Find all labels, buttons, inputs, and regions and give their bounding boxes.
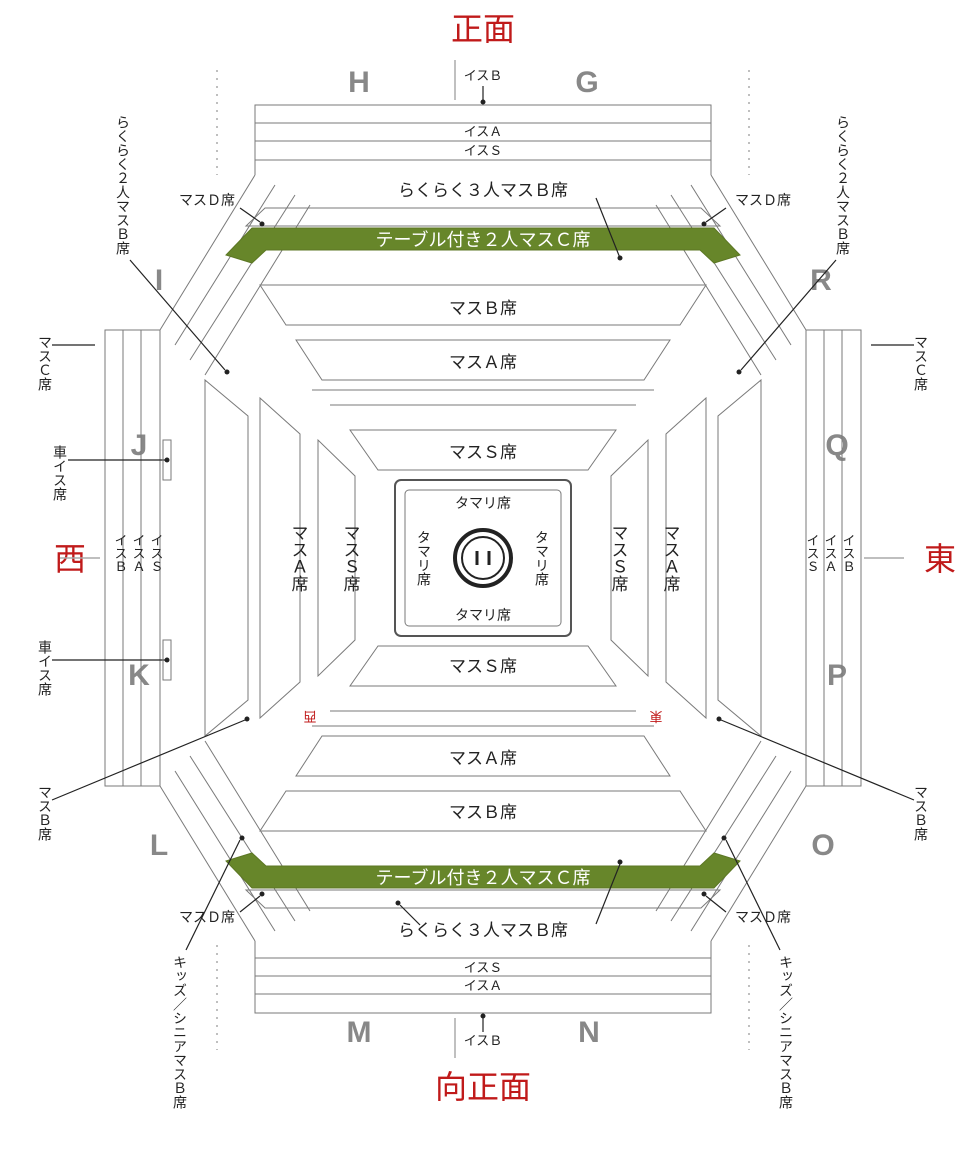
masu-b-south: マスＢ席 bbox=[449, 803, 517, 822]
masu-c-left: マスＣ席 bbox=[37, 335, 53, 391]
section-G: G bbox=[575, 66, 600, 99]
chair-rows-south: イスＳ イスＡ イスＢ bbox=[255, 958, 711, 1058]
section-H: H bbox=[348, 66, 372, 99]
side-south: 向正面 bbox=[435, 1069, 531, 1105]
masu-a-south: マスＡ席 bbox=[449, 749, 517, 768]
masu-s-south: マスＳ席 bbox=[449, 657, 517, 676]
section-N: N bbox=[578, 1016, 602, 1049]
tamari-west: タマリ席 bbox=[416, 530, 432, 586]
chair-rows-north: イスＢ イスＡ イスＳ bbox=[255, 60, 711, 160]
kids-senior-right: キッズ／シニアマスＢ席 bbox=[778, 955, 794, 1109]
masu-b-right-callout: マスＢ席 bbox=[913, 785, 929, 841]
masu-c-right: マスＣ席 bbox=[913, 335, 929, 391]
masu-s-north: マスＳ席 bbox=[449, 443, 517, 462]
tamari-north: タマリ席 bbox=[455, 495, 511, 511]
flag-east: 東 bbox=[649, 709, 662, 724]
masu-s-east: マスＳ席 bbox=[609, 524, 629, 592]
section-K: K bbox=[128, 659, 152, 692]
side-west: 西 bbox=[54, 541, 86, 577]
section-O: O bbox=[811, 829, 836, 862]
table-c-south-label: テーブル付き２人マスＣ席 bbox=[376, 867, 591, 888]
masu-d-nw: マスＤ席 bbox=[179, 192, 235, 208]
tamari-square: タマリ席 タマリ席 タマリ席 タマリ席 bbox=[395, 480, 571, 636]
section-I: I bbox=[155, 264, 165, 297]
tamari-south: タマリ席 bbox=[455, 607, 511, 623]
isu-a-east: イスＡ bbox=[823, 534, 838, 573]
isu-s-south: イスＳ bbox=[464, 960, 503, 975]
side-east: 東 bbox=[924, 541, 956, 577]
dohyo-ring-icon bbox=[455, 530, 511, 586]
masu-d-se: マスＤ席 bbox=[735, 909, 791, 925]
isu-s-east: イスＳ bbox=[805, 534, 820, 573]
wheelchair-left-lower: 車イス席 bbox=[37, 639, 53, 696]
section-R: R bbox=[810, 264, 834, 297]
rakuraku3b-north: らくらく３人マスＢ席 bbox=[398, 181, 568, 200]
masu-bands-south: マスＳ席 マスＡ席 マスＢ席 テーブル付き２人マスＣ席 らくらく３人マスＢ席 マ… bbox=[179, 646, 791, 940]
rakuraku2b-right: らくらく２人マスＢ席 bbox=[835, 115, 851, 255]
masu-b-left-callout: マスＢ席 bbox=[37, 785, 53, 841]
masu-d-ne: マスＤ席 bbox=[735, 192, 791, 208]
masu-a-west: マスＡ席 bbox=[289, 524, 309, 592]
tamari-east: タマリ席 bbox=[534, 530, 550, 586]
kids-senior-left: キッズ／シニアマスＢ席 bbox=[172, 955, 188, 1109]
masu-bands-east: マスＡ席 マスＳ席 bbox=[609, 380, 762, 736]
section-P: P bbox=[827, 659, 849, 692]
isu-s-north: イスＳ bbox=[464, 143, 503, 158]
side-north: 正面 bbox=[451, 11, 515, 47]
chair-rows-east: イスＳ イスＡ イスＢ bbox=[805, 330, 905, 786]
isu-b-south: イスＢ bbox=[464, 1033, 503, 1048]
chair-rows-west: イスＢ イスＡ イスＳ bbox=[60, 330, 164, 786]
flag-west: 西 bbox=[303, 709, 316, 724]
section-Q: Q bbox=[825, 429, 850, 462]
wheelchair-left-upper: 車イス席 bbox=[52, 444, 68, 501]
masu-s-west: マスＳ席 bbox=[341, 524, 361, 592]
isu-b-north: イスＢ bbox=[464, 68, 503, 83]
masu-d-sw: マスＤ席 bbox=[179, 909, 235, 925]
rakuraku3b-south: らくらく３人マスＢ席 bbox=[398, 921, 568, 940]
masu-bands-north: らくらく３人マスＢ席 マスＤ席 マスＤ席 テーブル付き２人マスＣ席 マスＢ席 マ… bbox=[179, 181, 791, 470]
masu-a-east: マスＡ席 bbox=[661, 524, 681, 592]
isu-s-west: イスＳ bbox=[149, 534, 164, 573]
isu-a-west: イスＡ bbox=[131, 534, 146, 573]
section-L: L bbox=[150, 829, 170, 862]
masu-bands-west: マスＡ席 マスＳ席 bbox=[205, 380, 360, 736]
masu-b-north: マスＢ席 bbox=[449, 299, 517, 318]
isu-b-east: イスＢ bbox=[841, 534, 856, 573]
seating-diagram: 正面 向正面 西 東 H G I R J Q K P L O M N イスＢ イ… bbox=[0, 0, 966, 1149]
section-J: J bbox=[131, 429, 150, 462]
isu-a-north: イスＡ bbox=[464, 124, 503, 139]
masu-a-north: マスＡ席 bbox=[449, 353, 517, 372]
isu-b-west: イスＢ bbox=[113, 534, 128, 573]
section-M: M bbox=[347, 1016, 374, 1049]
rakuraku2b-left: らくらく２人マスＢ席 bbox=[115, 115, 131, 255]
table-c-north-label: テーブル付き２人マスＣ席 bbox=[376, 229, 591, 250]
isu-a-south: イスＡ bbox=[464, 978, 503, 993]
